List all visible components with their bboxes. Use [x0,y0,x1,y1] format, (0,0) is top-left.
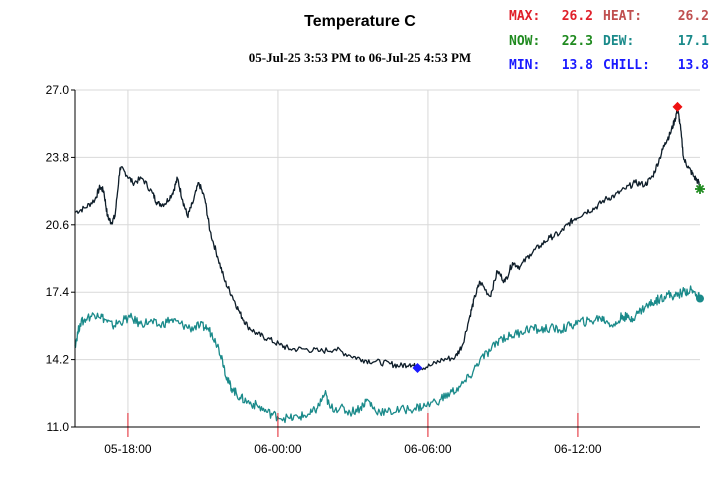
stat-row-now: NOW: 22.3 DEW: 17.1 [509,32,719,57]
max-marker [672,101,683,112]
stats-panel: MAX: 26.2 HEAT: 26.2 NOW: 22.3 DEW: 17.1… [509,7,719,81]
y-tick-label: 20.6 [46,218,70,232]
y-tick-label: 23.8 [46,150,70,164]
y-tick-label: 17.4 [46,285,70,299]
dew-now-marker [696,294,704,303]
x-tick-label: 06-06:00 [404,442,452,456]
now-label: NOW: [509,33,541,49]
chart-subtitle: 05-Jul-25 3:53 PM to 06-Jul-25 4:53 PM [248,50,472,65]
now-value: 22.3 [561,33,593,49]
min-marker [412,363,423,374]
stat-row-max: MAX: 26.2 HEAT: 26.2 [509,7,719,32]
heat-value: 26.2 [677,9,709,24]
x-tick-label: 05-18:00 [104,442,152,456]
dew-value: 17.1 [677,33,709,49]
max-label: MAX: [509,9,541,24]
heat-label: HEAT: [603,9,643,24]
now-marker [695,183,705,194]
series-layer [74,108,701,424]
axis-layer: 11.0 14.2 17.4 20.6 23.8 27.0 05-18:00 06-00:00… [46,83,700,456]
dew-label: DEW: [603,33,635,49]
chill-value: 13.8 [677,58,709,73]
star-ray [695,184,705,194]
chill-label: CHILL: [603,58,650,73]
dewpoint-line [74,285,701,424]
min-label: MIN: [509,58,541,73]
y-tick-label: 11.0 [47,420,70,434]
grid-layer [75,89,700,428]
x-tick-label: 06-12:00 [554,442,602,456]
y-tick-label: 27.0 [46,83,70,97]
y-tick-label: 14.2 [46,353,70,367]
max-value: 26.2 [561,9,593,24]
temperature-line [74,108,701,371]
min-value: 13.8 [561,58,593,73]
x-tick-label: 06-00:00 [254,442,302,456]
chart-title: Temperature C [304,13,416,30]
marker-layer [412,101,705,374]
stat-row-min: MIN: 13.8 CHILL: 13.8 [509,56,719,81]
